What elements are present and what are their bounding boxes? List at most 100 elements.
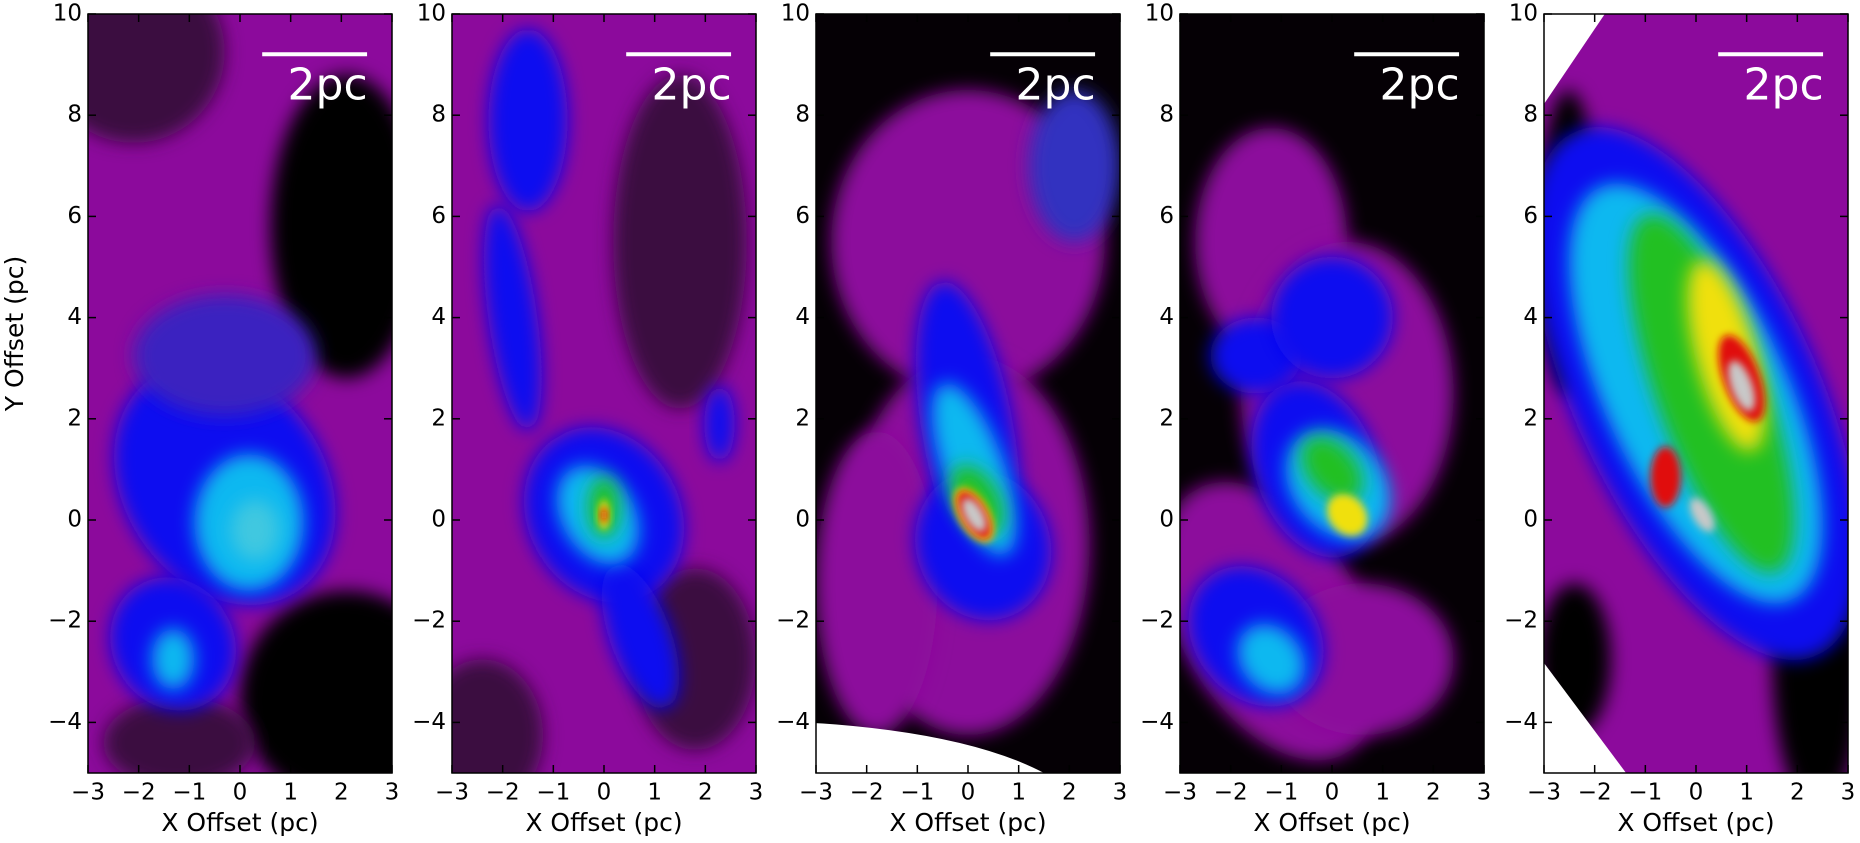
map-blob bbox=[1728, 360, 1756, 412]
y-tick-label: 2 bbox=[795, 405, 810, 431]
x-tick-label: 3 bbox=[1113, 780, 1128, 806]
x-tick-label: 1 bbox=[1375, 780, 1390, 806]
x-tick-label: 2 bbox=[1062, 780, 1077, 806]
y-tick-label: −2 bbox=[48, 608, 82, 634]
map-blob bbox=[961, 497, 987, 532]
x-axis-label: X Offset (pc) bbox=[161, 808, 318, 837]
x-tick-label: −1 bbox=[172, 780, 206, 806]
x-tick-label: 3 bbox=[385, 780, 400, 806]
map-image bbox=[88, 14, 392, 773]
x-tick-label: 1 bbox=[647, 780, 662, 806]
annotation: 2pc bbox=[1380, 60, 1460, 111]
x-tick-label: −2 bbox=[486, 780, 520, 806]
annotation: 2pc bbox=[652, 60, 732, 111]
x-tick-label: 1 bbox=[283, 780, 298, 806]
map-blob bbox=[704, 385, 735, 462]
y-tick-label: −4 bbox=[412, 709, 446, 735]
x-tick-label: 3 bbox=[1841, 780, 1856, 806]
map-blob bbox=[240, 590, 392, 773]
panel: 2pc −3 −2 −1 0 1 2 3 −4 −2 0 2 4 6 8 10 X Offset (pc) bbox=[1140, 1, 1492, 838]
x-tick-label: −1 bbox=[1628, 780, 1662, 806]
y-tick-label: 8 bbox=[67, 102, 82, 128]
x-axis-label: X Offset (pc) bbox=[525, 808, 682, 837]
x-tick-label: −1 bbox=[536, 780, 570, 806]
y-tick-label: 10 bbox=[1145, 1, 1174, 27]
x-tick-label: −2 bbox=[850, 780, 884, 806]
x-tick-label: 0 bbox=[1689, 780, 1704, 806]
y-tick-label: 8 bbox=[1159, 102, 1174, 128]
x-tick-label: −3 bbox=[1163, 780, 1197, 806]
y-tick-label: −2 bbox=[1140, 608, 1174, 634]
map-image bbox=[1544, 14, 1848, 773]
y-tick-label: 8 bbox=[431, 102, 446, 128]
x-tick-label: 3 bbox=[1477, 780, 1492, 806]
map-blob bbox=[1237, 624, 1305, 695]
y-tick-label: 8 bbox=[795, 102, 810, 128]
y-tick-label: 2 bbox=[1159, 405, 1174, 431]
x-tick-label: −3 bbox=[435, 780, 469, 806]
y-tick-label: −4 bbox=[48, 709, 82, 735]
x-axis-label: X Offset (pc) bbox=[1253, 808, 1410, 837]
map-blob bbox=[452, 659, 544, 773]
map-blob bbox=[230, 499, 280, 561]
x-tick-label: 2 bbox=[698, 780, 713, 806]
annotation: 2pc bbox=[1016, 60, 1096, 111]
y-tick-label: −4 bbox=[776, 709, 810, 735]
x-tick-label: 2 bbox=[334, 780, 349, 806]
x-tick-label: −2 bbox=[122, 780, 156, 806]
y-tick-label: 2 bbox=[67, 405, 82, 431]
y-tick-label: 2 bbox=[1523, 405, 1538, 431]
map-blob bbox=[133, 294, 316, 417]
y-tick-label: 0 bbox=[67, 507, 82, 533]
annotation: 2pc bbox=[288, 60, 368, 111]
map-blob bbox=[1326, 493, 1368, 536]
y-tick-label: 4 bbox=[1159, 304, 1174, 330]
map-blob bbox=[1301, 436, 1363, 503]
y-tick-label: 0 bbox=[1159, 507, 1174, 533]
x-axis-label: X Offset (pc) bbox=[889, 808, 1046, 837]
map-blob bbox=[103, 697, 256, 773]
panel: 2pc −3 −2 −1 0 1 2 3 −4 −2 0 2 4 6 8 10 X Offset (pc) Y O… bbox=[0, 1, 400, 838]
y-tick-label: 8 bbox=[1523, 102, 1538, 128]
map-blob bbox=[488, 29, 568, 212]
x-axis-label: X Offset (pc) bbox=[1617, 808, 1774, 837]
y-tick-label: −2 bbox=[412, 608, 446, 634]
y-tick-label: 0 bbox=[1523, 507, 1538, 533]
x-tick-label: 2 bbox=[1426, 780, 1441, 806]
y-tick-label: 6 bbox=[795, 203, 810, 229]
y-tick-label: −2 bbox=[776, 608, 810, 634]
map-image bbox=[816, 14, 1120, 773]
x-tick-label: 3 bbox=[749, 780, 764, 806]
x-tick-label: 1 bbox=[1739, 780, 1754, 806]
x-tick-label: −1 bbox=[900, 780, 934, 806]
map-mask bbox=[816, 723, 1044, 773]
map-blob bbox=[1689, 497, 1715, 532]
map-blob bbox=[816, 431, 938, 736]
y-tick-label: 6 bbox=[431, 203, 446, 229]
map-blob bbox=[151, 628, 195, 690]
map-blob bbox=[1028, 89, 1120, 242]
x-tick-label: −3 bbox=[799, 780, 833, 806]
panel: 2pc −3 −2 −1 0 1 2 3 −4 −2 0 2 4 6 8 10 X Offset (pc) bbox=[1504, 1, 1856, 838]
map-mask bbox=[1544, 663, 1627, 773]
y-axis-label: Y Offset (pc) bbox=[0, 256, 29, 412]
annotation: 2pc bbox=[1744, 60, 1824, 111]
y-tick-label: 6 bbox=[1523, 203, 1538, 229]
x-tick-label: 0 bbox=[961, 780, 976, 806]
y-tick-label: −4 bbox=[1140, 709, 1174, 735]
y-tick-label: 10 bbox=[1509, 1, 1538, 27]
y-tick-label: 4 bbox=[1523, 304, 1538, 330]
x-tick-label: −3 bbox=[1527, 780, 1561, 806]
y-tick-label: 2 bbox=[431, 405, 446, 431]
y-tick-label: 0 bbox=[795, 507, 810, 533]
y-tick-label: 4 bbox=[431, 304, 446, 330]
map-mask bbox=[1544, 14, 1605, 104]
y-tick-label: 6 bbox=[1159, 203, 1174, 229]
x-tick-label: −1 bbox=[1264, 780, 1298, 806]
x-tick-label: 0 bbox=[1325, 780, 1340, 806]
map-blob bbox=[270, 74, 392, 379]
y-tick-label: −2 bbox=[1504, 608, 1538, 634]
x-tick-label: 0 bbox=[233, 780, 248, 806]
panel: 2pc −3 −2 −1 0 1 2 3 −4 −2 0 2 4 6 8 10 X Offset (pc) bbox=[776, 1, 1127, 838]
